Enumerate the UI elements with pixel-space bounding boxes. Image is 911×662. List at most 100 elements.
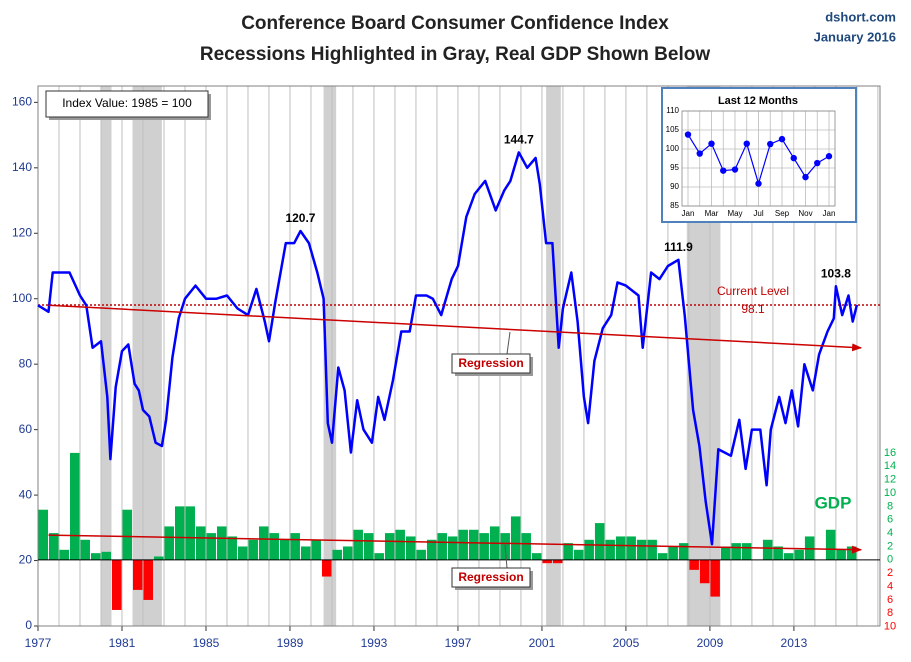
gdp-bar	[101, 551, 111, 560]
inset-frame	[681, 110, 836, 207]
gdp-bar	[447, 536, 458, 560]
gdp-bar	[405, 536, 416, 560]
inset-box	[661, 87, 857, 223]
y-tick-label: 160	[12, 95, 32, 109]
gdp-bar	[59, 549, 69, 560]
inset-x-tick-label: Jul	[753, 209, 763, 218]
chart-title: Conference Board Consumer Confidence Ind…	[241, 13, 669, 34]
regression-label: Regression	[458, 570, 523, 584]
gdp-bar	[825, 529, 836, 560]
gdp-label: GDP	[815, 493, 852, 512]
peak-label: 120.7	[285, 211, 315, 225]
gdp-bar	[636, 539, 647, 560]
gdp-bar	[290, 533, 300, 560]
gdp-bar	[615, 536, 626, 560]
gdp-bar	[395, 529, 405, 560]
y-tick-label: 20	[19, 553, 33, 567]
index-regression	[48, 304, 863, 352]
gdp-bar	[363, 533, 374, 560]
x-tick-label: 1993	[361, 636, 388, 650]
gdp-bar	[678, 543, 689, 560]
gdp-bar	[605, 539, 615, 560]
inset-y-tick-label: 105	[666, 125, 680, 134]
inset-y-tick-label: 100	[666, 144, 680, 153]
recession-band	[100, 86, 112, 626]
peak-label: 103.8	[821, 266, 851, 280]
inset-y-tick-label: 85	[670, 201, 679, 210]
gdp-bar	[426, 539, 437, 560]
gdp-bar	[216, 526, 227, 560]
x-tick-label: 2005	[613, 636, 640, 650]
gdp-bar	[416, 549, 426, 560]
gdp-bar	[584, 539, 594, 560]
inset-point	[755, 180, 762, 187]
gdp-bar	[626, 536, 636, 560]
gdp-bar	[657, 553, 668, 560]
callout-pointer	[504, 544, 508, 569]
gdp-bar	[374, 553, 384, 560]
inset-x-tick-label: May	[727, 209, 742, 218]
gdp-bar	[321, 559, 332, 577]
gdp-bar	[143, 559, 153, 600]
inset-x-tick-label: Mar	[705, 209, 719, 218]
date: January 2016	[814, 29, 896, 44]
gdp-bar	[479, 533, 489, 560]
y2-tick-label: 12	[884, 474, 896, 486]
x-tick-label: 1981	[109, 636, 136, 650]
gdp-bar	[710, 559, 720, 597]
gdp-bar	[206, 533, 216, 560]
gdp-bar	[153, 556, 164, 560]
inset-point	[778, 135, 786, 143]
recession-band	[323, 86, 337, 626]
gdp-bar	[248, 539, 258, 560]
y-tick-label: 120	[12, 225, 32, 239]
callout-pointer	[506, 331, 511, 355]
gdp-bar	[794, 549, 804, 560]
y2-tick-label: 4	[887, 580, 893, 592]
gdp-bar	[80, 539, 90, 560]
gdp-bar	[90, 553, 101, 560]
y2-tick-label: 6	[887, 514, 893, 526]
inset-point	[767, 140, 774, 148]
gdp-bar	[510, 516, 521, 560]
x-tick-label: 2001	[529, 636, 556, 650]
gdp-bar	[69, 452, 80, 560]
y-tick-label: 40	[19, 487, 33, 501]
y2-tick-label: 16	[884, 447, 896, 459]
y2-tick-label: 8	[887, 607, 893, 619]
inset-x-tick-label: Sep	[775, 209, 790, 218]
gdp-bar	[836, 549, 846, 560]
inset-y-tick-label: 110	[666, 106, 679, 115]
y2-tick-label: 8	[887, 500, 893, 512]
y2-tick-label: 14	[884, 460, 896, 472]
y2-tick-label: 6	[887, 594, 893, 606]
gdp-bar	[122, 509, 132, 560]
y-tick-label: 60	[19, 422, 33, 436]
gdp-bar	[237, 546, 248, 560]
inset-x-tick-label: Jan	[823, 209, 836, 218]
gdp-bar	[846, 546, 857, 560]
index-note: Index Value: 1985 = 100	[62, 96, 192, 110]
inset-point	[743, 140, 750, 147]
gdp-bar	[521, 533, 531, 560]
inset-point	[720, 167, 727, 174]
inset-point	[731, 166, 739, 173]
gdp-bar	[269, 533, 279, 560]
gdp-bar	[164, 526, 174, 560]
recession-band	[546, 86, 561, 626]
y2-tick-label: 2	[887, 540, 893, 552]
y-tick-label: 80	[19, 356, 33, 370]
inset-point	[814, 159, 821, 167]
recession-band	[132, 86, 162, 626]
callout-box	[451, 567, 531, 588]
index-line	[37, 151, 859, 546]
inset-point	[825, 153, 833, 160]
gdp-bar	[353, 529, 363, 560]
gdp-bar	[384, 533, 395, 560]
y2-tick-label: 4	[887, 527, 893, 539]
gdp-bar	[762, 539, 773, 560]
gdp-bar	[174, 506, 185, 560]
y-tick-label: 0	[25, 618, 32, 632]
x-tick-label: 1985	[193, 636, 220, 650]
